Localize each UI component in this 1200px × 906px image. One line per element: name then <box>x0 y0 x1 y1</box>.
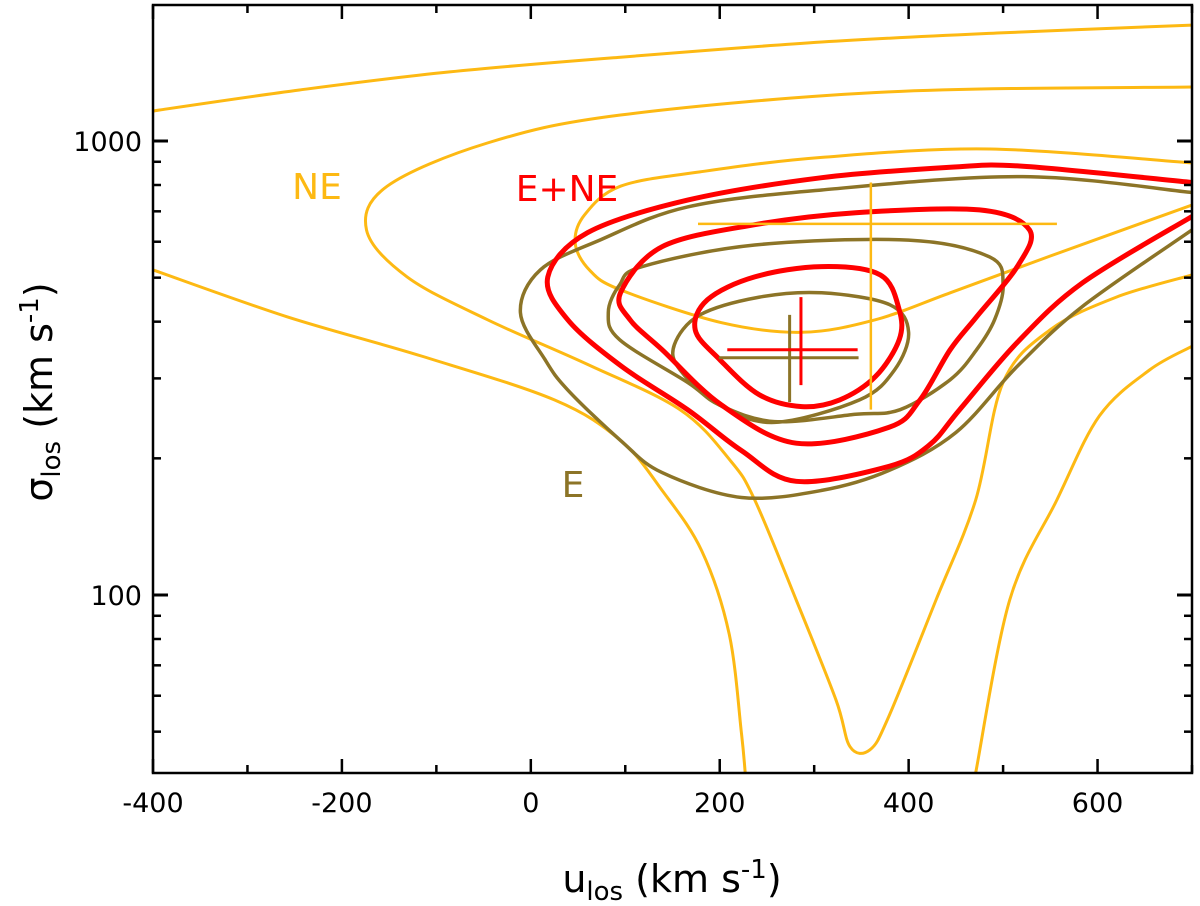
x-label-symbol: u <box>562 857 586 901</box>
tick-layer <box>151 5 1194 773</box>
x-label-unit: (km s <box>623 857 741 901</box>
contour-ne-3 <box>573 147 1192 334</box>
x-tick-label: 0 <box>522 788 539 819</box>
contour-layer <box>153 23 1192 773</box>
y-tick-label: 1000 <box>73 127 142 158</box>
tick-label-layer: -400 -200 0 200 400 600 100 1000 <box>73 127 1123 819</box>
annotation-ne: NE <box>292 167 342 208</box>
x-label-subscript: los <box>586 877 623 906</box>
contour-e-plus-ne-1 <box>616 206 1034 447</box>
y-label-symbol: σ <box>17 478 61 502</box>
contour-ne-1 <box>364 85 1192 755</box>
contour-e-plus-ne-0 <box>544 162 1192 485</box>
y-label-close: ) <box>17 282 61 297</box>
annotation-e-plus-ne: E+NE <box>516 169 619 210</box>
y-tick-label: 100 <box>90 581 142 612</box>
contour-e-plus-ne-2 <box>692 264 905 410</box>
contour-ne-4 <box>974 344 1192 773</box>
error-bar-e-plus-ne <box>727 297 858 386</box>
contour-e-0 <box>518 174 1192 501</box>
y-axis-label: σlos (km s-1) <box>15 282 67 501</box>
y-label-unit: (km s <box>17 323 61 441</box>
x-tick-label: -400 <box>122 788 183 819</box>
contour-e-2 <box>671 290 911 425</box>
error-bar-layer <box>698 182 1057 410</box>
plot-frame <box>151 3 1194 775</box>
annotation-e: E <box>562 465 585 506</box>
x-axis-label: ulos (km s-1) <box>562 855 781 906</box>
x-tick-label: 600 <box>1072 788 1124 819</box>
annotation-layer: NE E+NE E <box>292 167 618 506</box>
error-bar-e <box>718 314 859 403</box>
contour-ne-0 <box>153 23 1192 114</box>
y-label-unit-sup: -1 <box>15 297 45 323</box>
x-tick-label: 400 <box>883 788 935 819</box>
x-label-unit-sup: -1 <box>741 855 767 885</box>
x-label-close: ) <box>767 857 782 901</box>
error-bar-ne <box>698 182 1057 410</box>
x-tick-label: 200 <box>694 788 746 819</box>
x-tick-label: -200 <box>311 788 372 819</box>
y-label-subscript: los <box>37 441 67 478</box>
